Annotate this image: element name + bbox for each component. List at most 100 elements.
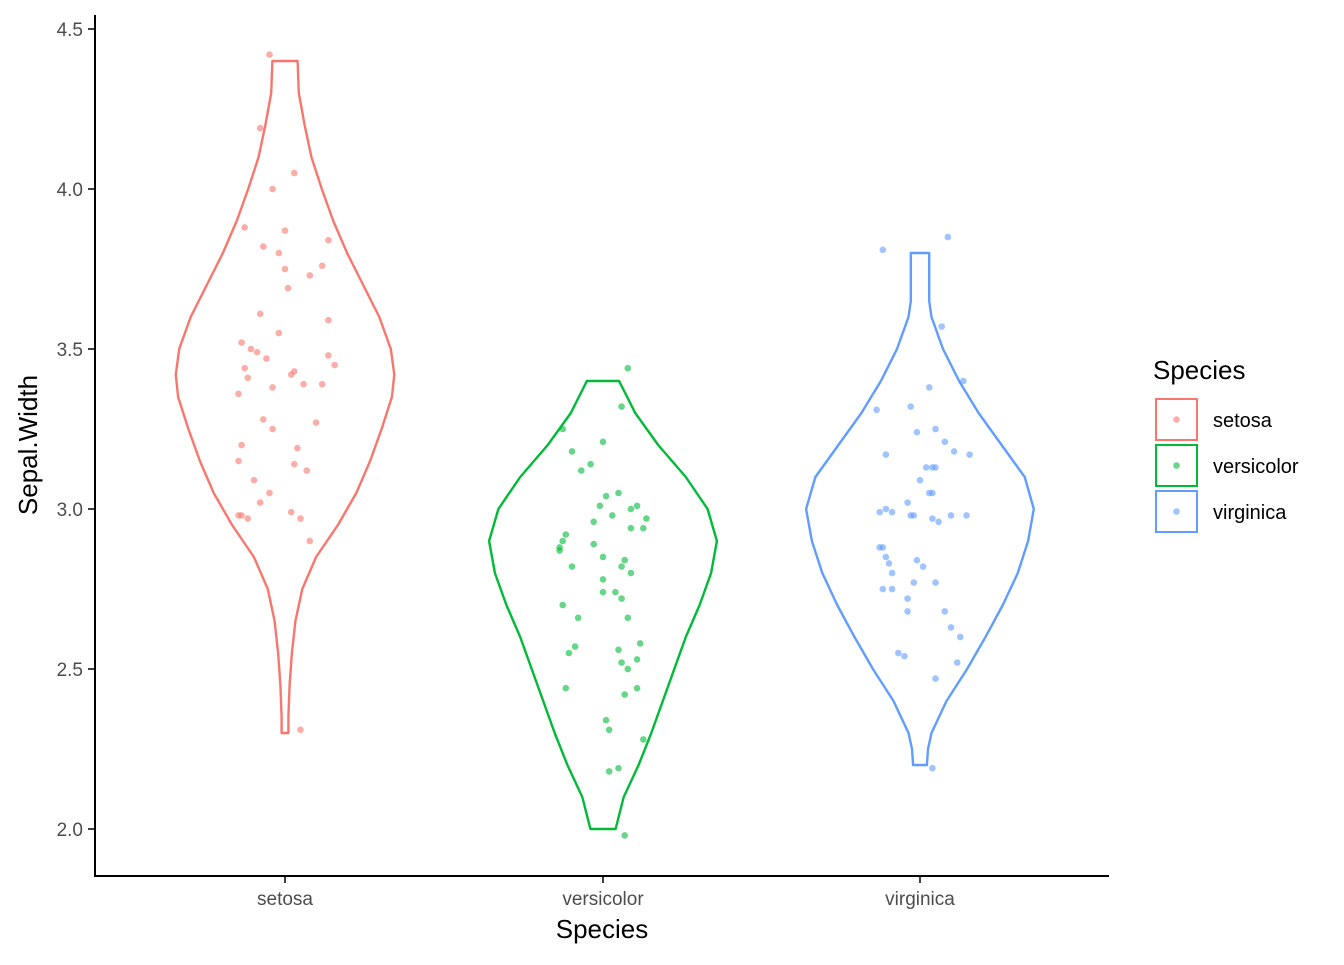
- y-tick-label: 2.0: [57, 820, 83, 841]
- data-point-virginica: [947, 512, 955, 519]
- data-point-virginica: [963, 512, 970, 519]
- data-point-versicolor: [599, 576, 607, 583]
- violins-layer: [174, 59, 1035, 831]
- data-point-virginica: [907, 403, 914, 410]
- data-point-setosa: [284, 284, 292, 292]
- data-point-versicolor: [562, 684, 570, 692]
- legend-key-point: [1173, 416, 1180, 423]
- data-point-versicolor: [590, 540, 597, 548]
- data-point-versicolor: [621, 691, 628, 698]
- data-point-versicolor: [624, 614, 632, 622]
- violin-virginica: [804, 251, 1035, 767]
- data-point-versicolor: [590, 518, 597, 526]
- data-point-setosa: [291, 169, 298, 177]
- x-tick-label: virginica: [885, 889, 955, 910]
- data-point-versicolor: [559, 425, 566, 433]
- data-point-versicolor: [621, 556, 628, 564]
- data-point-virginica: [888, 585, 896, 593]
- data-point-setosa: [303, 467, 311, 474]
- data-point-virginica: [873, 406, 880, 414]
- data-point-setosa: [300, 380, 307, 388]
- data-point-virginica: [876, 508, 883, 516]
- data-point-virginica: [932, 579, 939, 586]
- data-point-virginica: [932, 464, 939, 471]
- data-point-versicolor: [609, 512, 616, 519]
- legend-title: Species: [1153, 355, 1246, 385]
- data-point-setosa: [247, 345, 255, 353]
- data-point-virginica: [929, 764, 936, 772]
- y-tick-label: 4.0: [57, 180, 83, 201]
- legend-key-point: [1173, 462, 1180, 469]
- data-point-virginica: [926, 384, 933, 391]
- data-point-virginica: [932, 425, 939, 433]
- data-point-versicolor: [562, 531, 570, 538]
- data-point-versicolor: [556, 547, 563, 554]
- data-point-setosa: [325, 236, 332, 244]
- data-point-versicolor: [568, 563, 576, 570]
- data-point-setosa: [312, 419, 320, 426]
- data-point-setosa: [244, 374, 252, 382]
- data-point-versicolor: [568, 448, 576, 455]
- data-point-setosa: [297, 515, 304, 522]
- data-point-versicolor: [618, 563, 625, 570]
- data-point-versicolor: [633, 502, 641, 510]
- data-point-versicolor: [627, 524, 635, 532]
- data-point-virginica: [929, 489, 936, 497]
- data-point-versicolor: [602, 716, 610, 724]
- data-point-versicolor: [618, 659, 625, 666]
- violin-versicolor: [487, 379, 719, 831]
- legend-label-virginica: virginica: [1213, 502, 1287, 524]
- data-point-setosa: [269, 384, 276, 391]
- data-point-versicolor: [643, 515, 650, 522]
- data-point-setosa: [260, 416, 267, 423]
- data-point-setosa: [306, 537, 314, 545]
- y-tick-label: 2.5: [57, 660, 83, 681]
- data-point-setosa: [325, 316, 332, 324]
- data-point-virginica: [957, 633, 964, 641]
- data-point-versicolor: [559, 601, 566, 609]
- y-tick-label: 4.5: [57, 20, 83, 41]
- data-point-virginica: [885, 560, 893, 567]
- data-point-virginica: [953, 659, 961, 666]
- data-point-versicolor: [615, 764, 622, 772]
- data-point-versicolor: [624, 665, 632, 673]
- data-point-virginica: [882, 505, 890, 513]
- data-point-setosa: [238, 339, 245, 346]
- data-point-virginica: [938, 323, 945, 330]
- data-point-versicolor: [599, 588, 607, 596]
- data-point-versicolor: [559, 537, 566, 545]
- data-point-virginica: [932, 675, 939, 682]
- data-point-setosa: [241, 364, 248, 372]
- data-point-versicolor: [599, 438, 607, 446]
- axes-layer: 2.0 2.5 3.0 3.5 4.0 4.5 setosa versicolor virgi…: [13, 15, 1109, 944]
- data-point-setosa: [281, 265, 289, 273]
- data-point-versicolor: [627, 505, 635, 513]
- data-point-virginica: [904, 608, 911, 615]
- data-point-virginica: [935, 518, 942, 526]
- data-point-versicolor: [621, 832, 628, 839]
- data-point-setosa: [318, 380, 326, 388]
- data-point-virginica: [947, 624, 955, 631]
- data-point-virginica: [904, 499, 911, 506]
- x-ticks: setosa versicolor virginica: [257, 876, 955, 910]
- data-point-virginica: [916, 476, 924, 484]
- y-axis-title: Sepal.Width: [13, 375, 43, 515]
- data-point-virginica: [879, 544, 887, 551]
- y-tick-label: 3.5: [57, 340, 83, 361]
- data-point-virginica: [929, 515, 936, 522]
- data-point-setosa: [275, 329, 283, 337]
- data-point-versicolor: [640, 524, 647, 532]
- data-point-virginica: [888, 508, 896, 516]
- data-point-setosa: [256, 499, 264, 506]
- data-point-virginica: [922, 464, 930, 471]
- data-point-setosa: [235, 512, 242, 519]
- data-point-setosa: [281, 227, 289, 234]
- legend-label-versicolor: versicolor: [1213, 456, 1299, 478]
- legend-label-setosa: setosa: [1213, 410, 1273, 432]
- data-point-versicolor: [578, 467, 585, 474]
- data-point-setosa: [266, 51, 273, 58]
- data-point-versicolor: [633, 656, 641, 663]
- x-axis-title: Species: [556, 914, 649, 944]
